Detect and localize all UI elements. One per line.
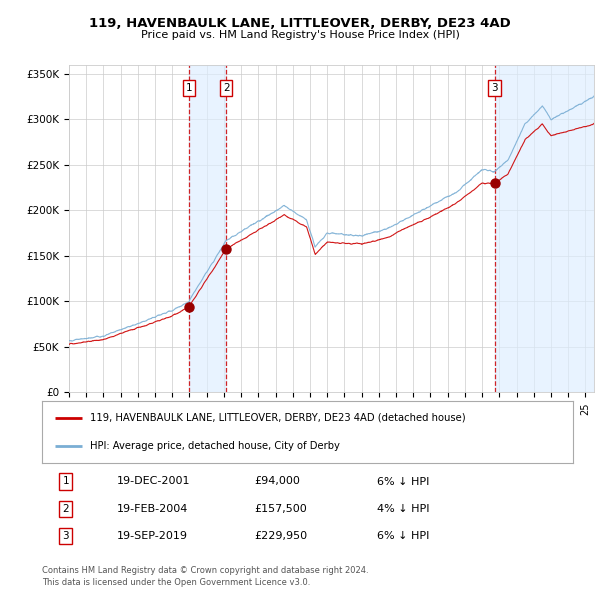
Bar xyxy=(189,65,226,392)
Text: 19-DEC-2001: 19-DEC-2001 xyxy=(116,477,190,487)
Text: 119, HAVENBAULK LANE, LITTLEOVER, DERBY, DE23 4AD (detached house): 119, HAVENBAULK LANE, LITTLEOVER, DERBY,… xyxy=(90,413,466,423)
Text: This data is licensed under the Open Government Licence v3.0.: This data is licensed under the Open Gov… xyxy=(42,578,310,587)
Text: 6% ↓ HPI: 6% ↓ HPI xyxy=(377,477,429,487)
Text: £229,950: £229,950 xyxy=(254,531,308,541)
Text: £94,000: £94,000 xyxy=(254,477,300,487)
Text: HPI: Average price, detached house, City of Derby: HPI: Average price, detached house, City… xyxy=(90,441,340,451)
Text: 3: 3 xyxy=(491,83,498,93)
Text: Contains HM Land Registry data © Crown copyright and database right 2024.: Contains HM Land Registry data © Crown c… xyxy=(42,566,368,575)
Text: 19-SEP-2019: 19-SEP-2019 xyxy=(116,531,187,541)
Text: 1: 1 xyxy=(62,477,69,487)
Bar xyxy=(494,65,594,392)
Text: 3: 3 xyxy=(62,531,69,541)
Text: 2: 2 xyxy=(223,83,229,93)
Text: 4% ↓ HPI: 4% ↓ HPI xyxy=(377,504,429,514)
Text: £157,500: £157,500 xyxy=(254,504,307,514)
Text: Price paid vs. HM Land Registry's House Price Index (HPI): Price paid vs. HM Land Registry's House … xyxy=(140,31,460,40)
Text: 2: 2 xyxy=(62,504,69,514)
Text: 119, HAVENBAULK LANE, LITTLEOVER, DERBY, DE23 4AD: 119, HAVENBAULK LANE, LITTLEOVER, DERBY,… xyxy=(89,17,511,30)
Text: 6% ↓ HPI: 6% ↓ HPI xyxy=(377,531,429,541)
Text: 19-FEB-2004: 19-FEB-2004 xyxy=(116,504,188,514)
Text: 1: 1 xyxy=(185,83,192,93)
